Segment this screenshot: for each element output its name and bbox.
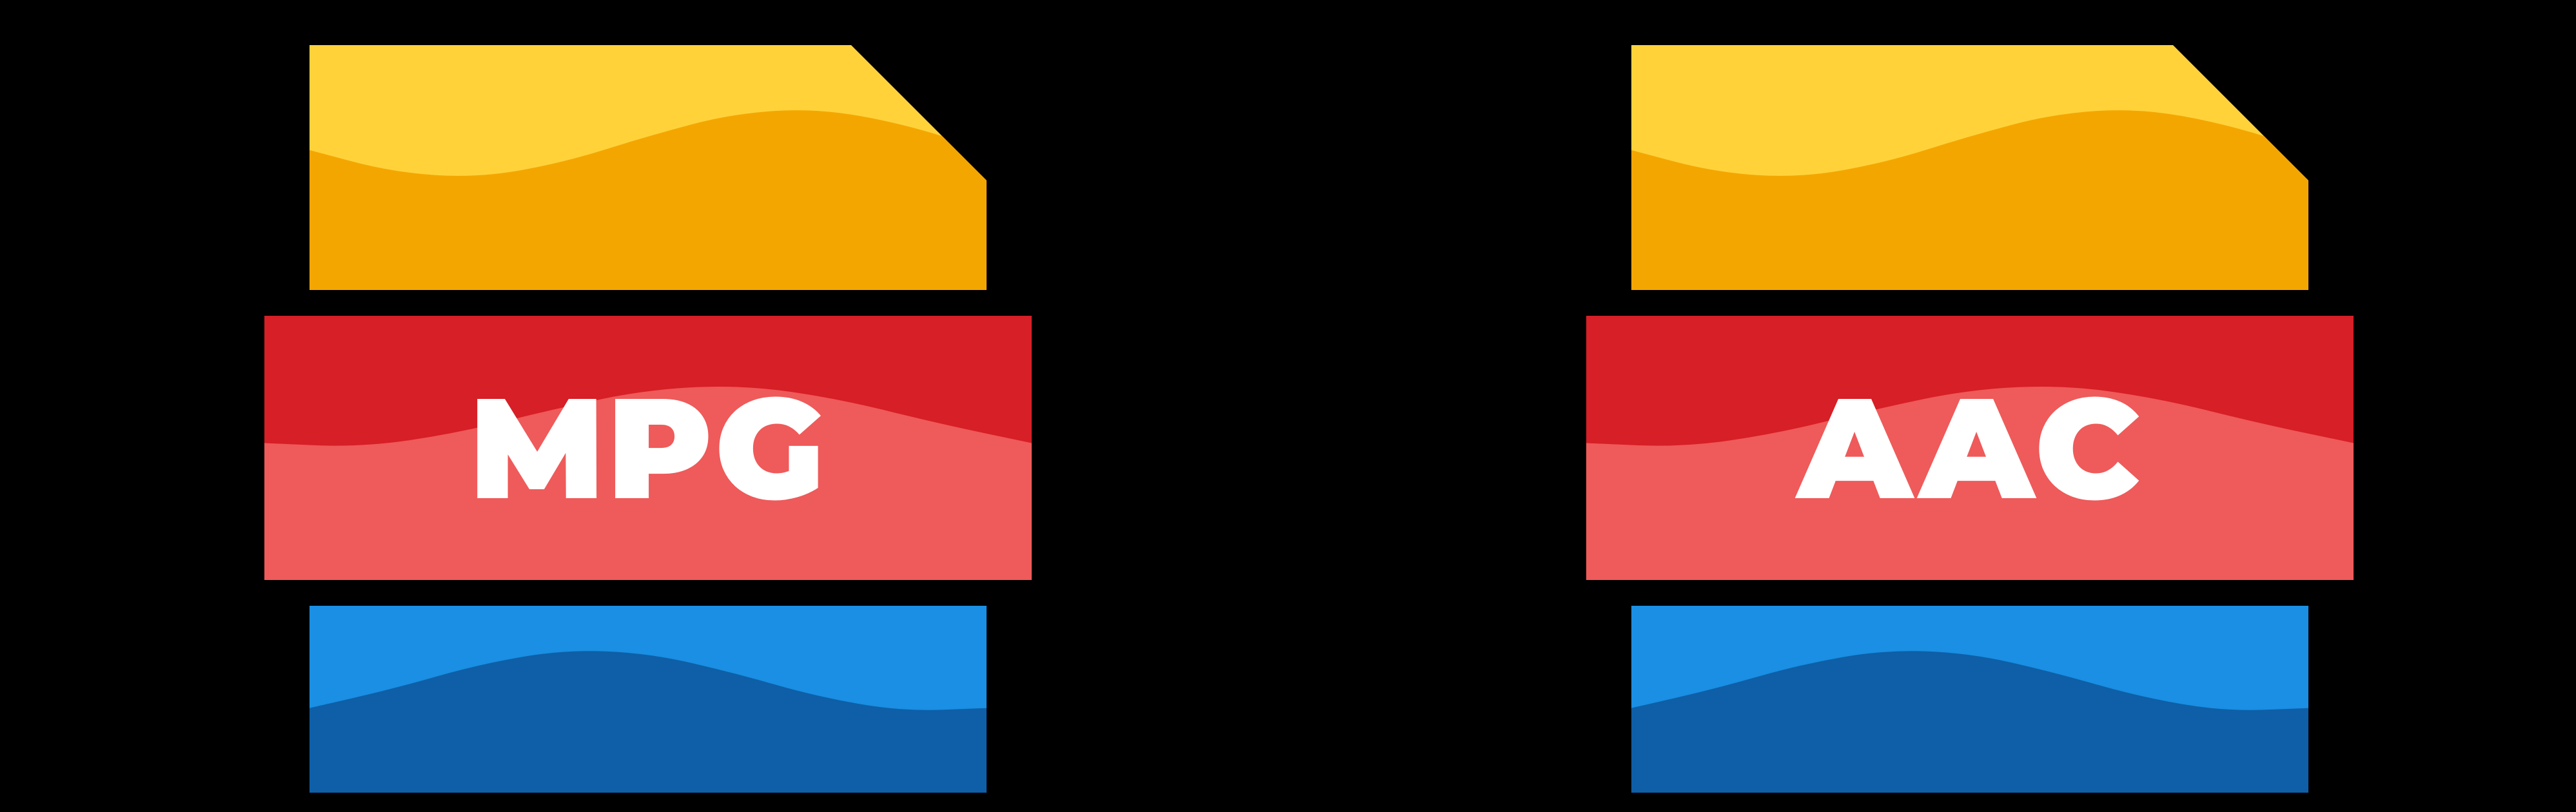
file-format-label: AAC — [1794, 362, 2142, 534]
file-icon-mpg: MPG — [310, 45, 987, 793]
infographic-canvas: MPG AAC — [0, 0, 2576, 812]
file-format-label: MPG — [469, 362, 827, 534]
file-icon-aac: AAC — [1631, 45, 2308, 793]
